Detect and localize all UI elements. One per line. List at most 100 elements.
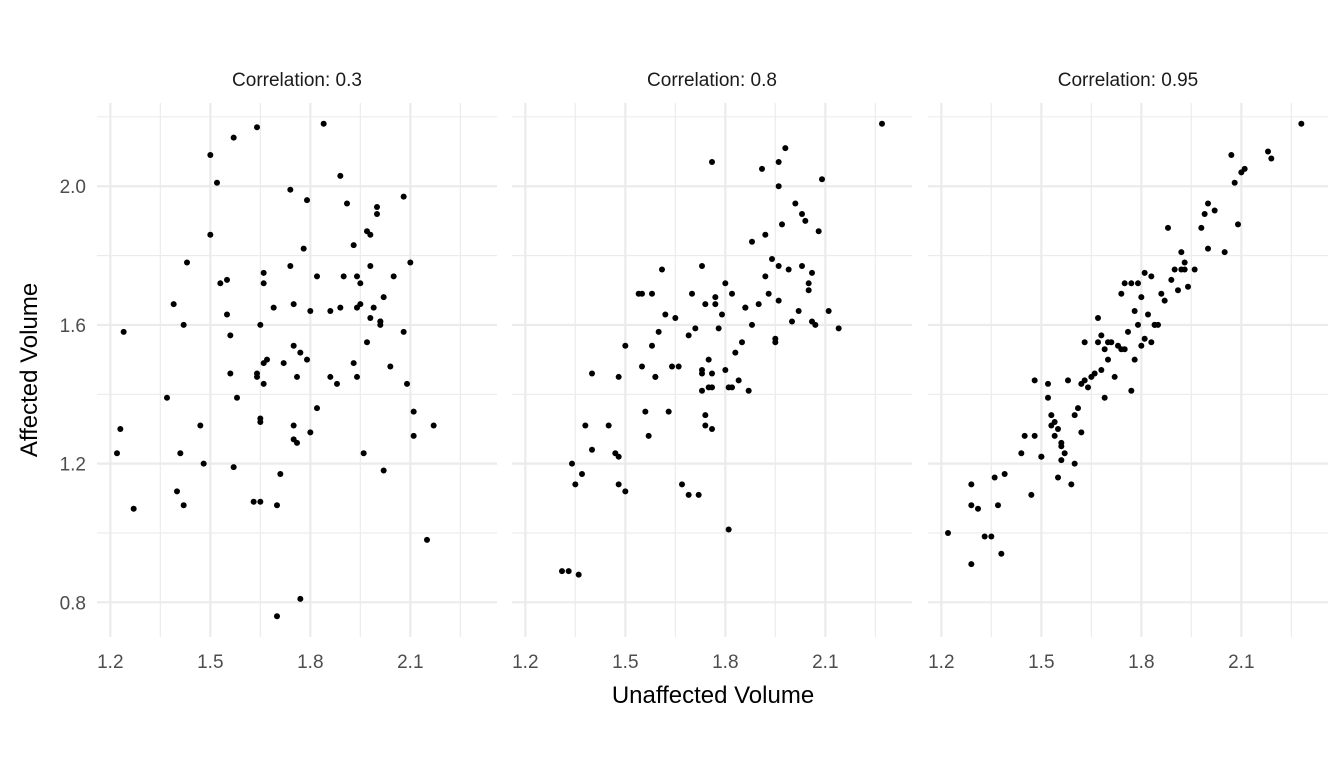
data-point bbox=[792, 200, 799, 207]
data-point bbox=[197, 422, 204, 429]
data-point bbox=[652, 373, 659, 380]
data-point bbox=[380, 467, 387, 474]
data-point bbox=[685, 491, 692, 498]
y-tick-label: 0.8 bbox=[60, 593, 86, 614]
y-tick-label: 1.6 bbox=[60, 316, 86, 337]
data-point bbox=[572, 481, 579, 488]
data-point bbox=[639, 363, 645, 370]
data-point bbox=[1185, 283, 1191, 290]
data-point bbox=[114, 450, 120, 457]
data-point bbox=[1148, 339, 1155, 346]
data-point bbox=[812, 321, 819, 328]
data-point bbox=[1178, 249, 1185, 256]
data-point bbox=[294, 373, 300, 380]
data-point bbox=[264, 356, 270, 363]
data-point bbox=[1181, 259, 1188, 266]
data-point bbox=[227, 370, 234, 377]
data-point bbox=[1045, 380, 1051, 387]
data-point bbox=[765, 290, 772, 297]
data-point bbox=[709, 425, 715, 432]
data-point bbox=[565, 568, 572, 575]
x-axis-title: Unaffected Volume bbox=[612, 682, 814, 709]
data-point bbox=[430, 422, 437, 429]
data-point bbox=[709, 370, 715, 377]
data-point bbox=[410, 408, 417, 415]
data-point bbox=[170, 301, 177, 308]
data-point bbox=[722, 280, 729, 287]
data-point bbox=[1175, 287, 1181, 294]
data-point bbox=[699, 367, 705, 373]
data-point bbox=[689, 290, 695, 297]
data-point bbox=[1131, 356, 1138, 363]
data-point bbox=[615, 453, 622, 460]
x-tick-label: 2.1 bbox=[812, 652, 838, 673]
data-point bbox=[749, 321, 755, 328]
data-point bbox=[1078, 429, 1085, 436]
data-point bbox=[1031, 377, 1038, 384]
data-point bbox=[224, 276, 230, 283]
data-point bbox=[400, 328, 407, 335]
x-tick-label: 1.8 bbox=[297, 652, 323, 673]
data-point bbox=[1051, 432, 1058, 439]
data-point bbox=[749, 238, 755, 245]
data-point bbox=[304, 197, 310, 204]
data-point bbox=[975, 505, 981, 512]
data-point bbox=[1001, 471, 1008, 478]
data-point bbox=[642, 408, 649, 415]
data-point bbox=[745, 387, 752, 394]
data-point bbox=[257, 321, 264, 328]
data-point bbox=[1211, 207, 1218, 214]
data-point bbox=[354, 373, 360, 380]
data-point bbox=[1105, 356, 1111, 363]
data-point bbox=[290, 342, 297, 349]
x-tick-label: 1.5 bbox=[1028, 652, 1054, 673]
data-point bbox=[320, 120, 327, 127]
data-point bbox=[715, 325, 722, 332]
data-point bbox=[314, 273, 320, 280]
data-point bbox=[732, 349, 739, 356]
data-point bbox=[709, 384, 715, 391]
data-point bbox=[174, 488, 180, 495]
data-point bbox=[805, 280, 812, 287]
data-point bbox=[360, 450, 367, 457]
data-point bbox=[699, 387, 705, 394]
data-point bbox=[307, 429, 314, 436]
data-point bbox=[1168, 276, 1175, 283]
data-point bbox=[1031, 432, 1038, 439]
data-point bbox=[424, 536, 430, 543]
data-point bbox=[968, 481, 975, 488]
data-point bbox=[759, 165, 765, 172]
data-point bbox=[981, 533, 988, 540]
data-point bbox=[1201, 210, 1208, 217]
data-point bbox=[709, 158, 715, 165]
x-tick-label: 1.2 bbox=[512, 652, 538, 673]
data-point bbox=[1138, 342, 1145, 349]
data-point bbox=[1235, 221, 1241, 228]
data-point bbox=[799, 262, 805, 269]
data-point bbox=[1158, 290, 1165, 297]
data-point bbox=[1021, 432, 1028, 439]
data-point bbox=[695, 491, 702, 498]
data-point bbox=[1058, 443, 1065, 450]
data-point bbox=[1028, 491, 1035, 498]
data-point bbox=[1091, 370, 1098, 377]
data-point bbox=[257, 419, 264, 426]
data-point bbox=[117, 425, 124, 432]
panel-title: Correlation: 0.95 bbox=[1058, 70, 1198, 91]
data-point bbox=[1125, 328, 1131, 335]
data-point bbox=[1148, 273, 1155, 280]
data-point bbox=[290, 422, 297, 429]
x-tick-label: 1.2 bbox=[97, 652, 123, 673]
data-point bbox=[180, 321, 187, 328]
data-point bbox=[775, 297, 782, 304]
data-point bbox=[1198, 224, 1205, 231]
data-point bbox=[1121, 280, 1128, 287]
data-point bbox=[337, 172, 344, 179]
data-point bbox=[998, 550, 1005, 557]
data-point bbox=[825, 308, 832, 315]
data-point bbox=[1171, 266, 1178, 273]
data-point bbox=[755, 301, 762, 308]
panel-title: Correlation: 0.8 bbox=[647, 70, 777, 91]
data-point bbox=[575, 571, 582, 578]
data-point bbox=[374, 204, 380, 211]
